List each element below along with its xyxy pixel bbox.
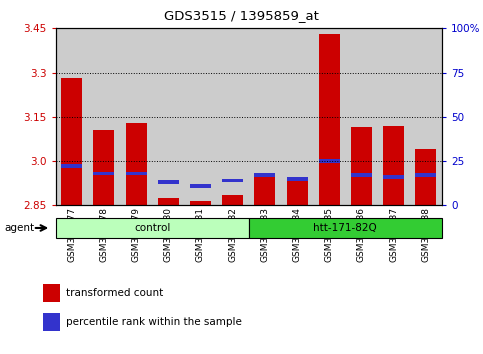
Text: GDS3515 / 1395859_at: GDS3515 / 1395859_at bbox=[164, 9, 319, 22]
Bar bbox=[378, 28, 410, 205]
Bar bbox=[415, 149, 436, 205]
Bar bbox=[286, 177, 308, 181]
Bar bbox=[351, 173, 372, 177]
Bar bbox=[249, 28, 281, 205]
Bar bbox=[93, 130, 114, 205]
Bar bbox=[43, 314, 60, 331]
Bar bbox=[61, 165, 82, 169]
Bar bbox=[126, 123, 146, 205]
Text: agent: agent bbox=[5, 223, 35, 233]
Bar bbox=[222, 179, 243, 183]
Bar bbox=[61, 79, 82, 205]
FancyBboxPatch shape bbox=[56, 218, 249, 238]
Bar bbox=[185, 28, 216, 205]
Bar bbox=[351, 127, 372, 205]
Bar bbox=[222, 195, 243, 205]
Bar bbox=[152, 28, 185, 205]
Text: control: control bbox=[134, 223, 170, 233]
Bar bbox=[383, 126, 404, 205]
Bar bbox=[313, 28, 345, 205]
Text: transformed count: transformed count bbox=[66, 288, 164, 298]
Bar bbox=[56, 28, 88, 205]
Text: percentile rank within the sample: percentile rank within the sample bbox=[66, 318, 242, 327]
Bar bbox=[43, 284, 60, 302]
FancyBboxPatch shape bbox=[249, 218, 442, 238]
Bar bbox=[410, 28, 442, 205]
Bar bbox=[319, 34, 340, 205]
Text: htt-171-82Q: htt-171-82Q bbox=[313, 223, 377, 233]
Bar bbox=[190, 201, 211, 205]
Bar bbox=[286, 177, 308, 205]
Bar bbox=[281, 28, 313, 205]
Bar bbox=[88, 28, 120, 205]
Bar bbox=[319, 159, 340, 163]
Bar bbox=[93, 172, 114, 176]
Bar bbox=[216, 28, 249, 205]
Bar bbox=[255, 173, 275, 177]
Bar bbox=[190, 184, 211, 188]
Bar bbox=[120, 28, 152, 205]
Bar bbox=[158, 198, 179, 205]
Bar bbox=[158, 181, 179, 184]
Bar bbox=[126, 172, 146, 176]
Bar bbox=[255, 177, 275, 205]
Bar bbox=[415, 173, 436, 177]
Bar bbox=[383, 175, 404, 179]
Bar bbox=[345, 28, 378, 205]
